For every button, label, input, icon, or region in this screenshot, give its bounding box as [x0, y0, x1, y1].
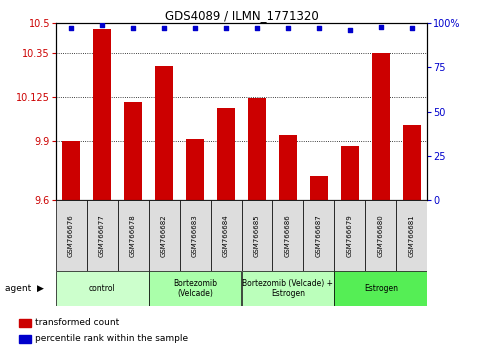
Bar	[403, 125, 421, 200]
Point	[408, 25, 416, 31]
Bar	[341, 146, 359, 200]
Text: GSM766678: GSM766678	[130, 214, 136, 257]
Bar	[279, 135, 297, 200]
Point	[191, 25, 199, 31]
Point	[67, 25, 75, 31]
Bar	[155, 66, 173, 200]
Text: Estrogen: Estrogen	[364, 284, 398, 293]
Bar	[242, 200, 272, 271]
Point	[253, 25, 261, 31]
Text: GSM766682: GSM766682	[161, 214, 167, 257]
Text: GSM766684: GSM766684	[223, 214, 229, 257]
Bar	[242, 271, 334, 306]
Point	[222, 25, 230, 31]
Text: GSM766681: GSM766681	[409, 214, 415, 257]
Text: GSM766687: GSM766687	[316, 214, 322, 257]
Text: GSM766677: GSM766677	[99, 214, 105, 257]
Point	[129, 25, 137, 31]
Bar	[180, 200, 211, 271]
Bar	[56, 200, 86, 271]
Bar	[62, 141, 80, 200]
Bar	[19, 319, 30, 327]
Bar	[86, 200, 117, 271]
Text: GSM766676: GSM766676	[68, 214, 74, 257]
Bar	[217, 108, 235, 200]
Text: Bortezomib (Velcade) +
Estrogen: Bortezomib (Velcade) + Estrogen	[242, 279, 333, 298]
Bar	[186, 139, 204, 200]
Text: Bortezomib
(Velcade): Bortezomib (Velcade)	[173, 279, 217, 298]
Bar	[211, 200, 242, 271]
Bar	[397, 200, 427, 271]
Bar	[124, 102, 142, 200]
Bar	[149, 200, 180, 271]
Text: GSM766680: GSM766680	[378, 214, 384, 257]
Bar	[310, 176, 328, 200]
Point	[284, 25, 292, 31]
Text: transformed count: transformed count	[35, 318, 119, 327]
Bar	[248, 98, 266, 200]
Bar	[149, 271, 242, 306]
Bar	[272, 200, 303, 271]
Text: GSM766685: GSM766685	[254, 214, 260, 257]
Point	[346, 27, 354, 33]
Point	[377, 24, 385, 29]
Text: agent  ▶: agent ▶	[5, 284, 43, 293]
Text: GSM766679: GSM766679	[347, 214, 353, 257]
Point	[160, 25, 168, 31]
Bar	[334, 200, 366, 271]
Bar	[303, 200, 334, 271]
Bar	[19, 335, 30, 343]
Bar	[117, 200, 149, 271]
Point	[315, 25, 323, 31]
Text: control: control	[89, 284, 115, 293]
Bar	[93, 29, 112, 200]
Bar	[372, 52, 390, 200]
Bar	[366, 200, 397, 271]
Title: GDS4089 / ILMN_1771320: GDS4089 / ILMN_1771320	[165, 9, 318, 22]
Text: GSM766683: GSM766683	[192, 214, 198, 257]
Text: GSM766686: GSM766686	[285, 214, 291, 257]
Point	[98, 22, 106, 28]
Text: percentile rank within the sample: percentile rank within the sample	[35, 334, 188, 343]
Bar	[334, 271, 427, 306]
Bar	[56, 271, 149, 306]
